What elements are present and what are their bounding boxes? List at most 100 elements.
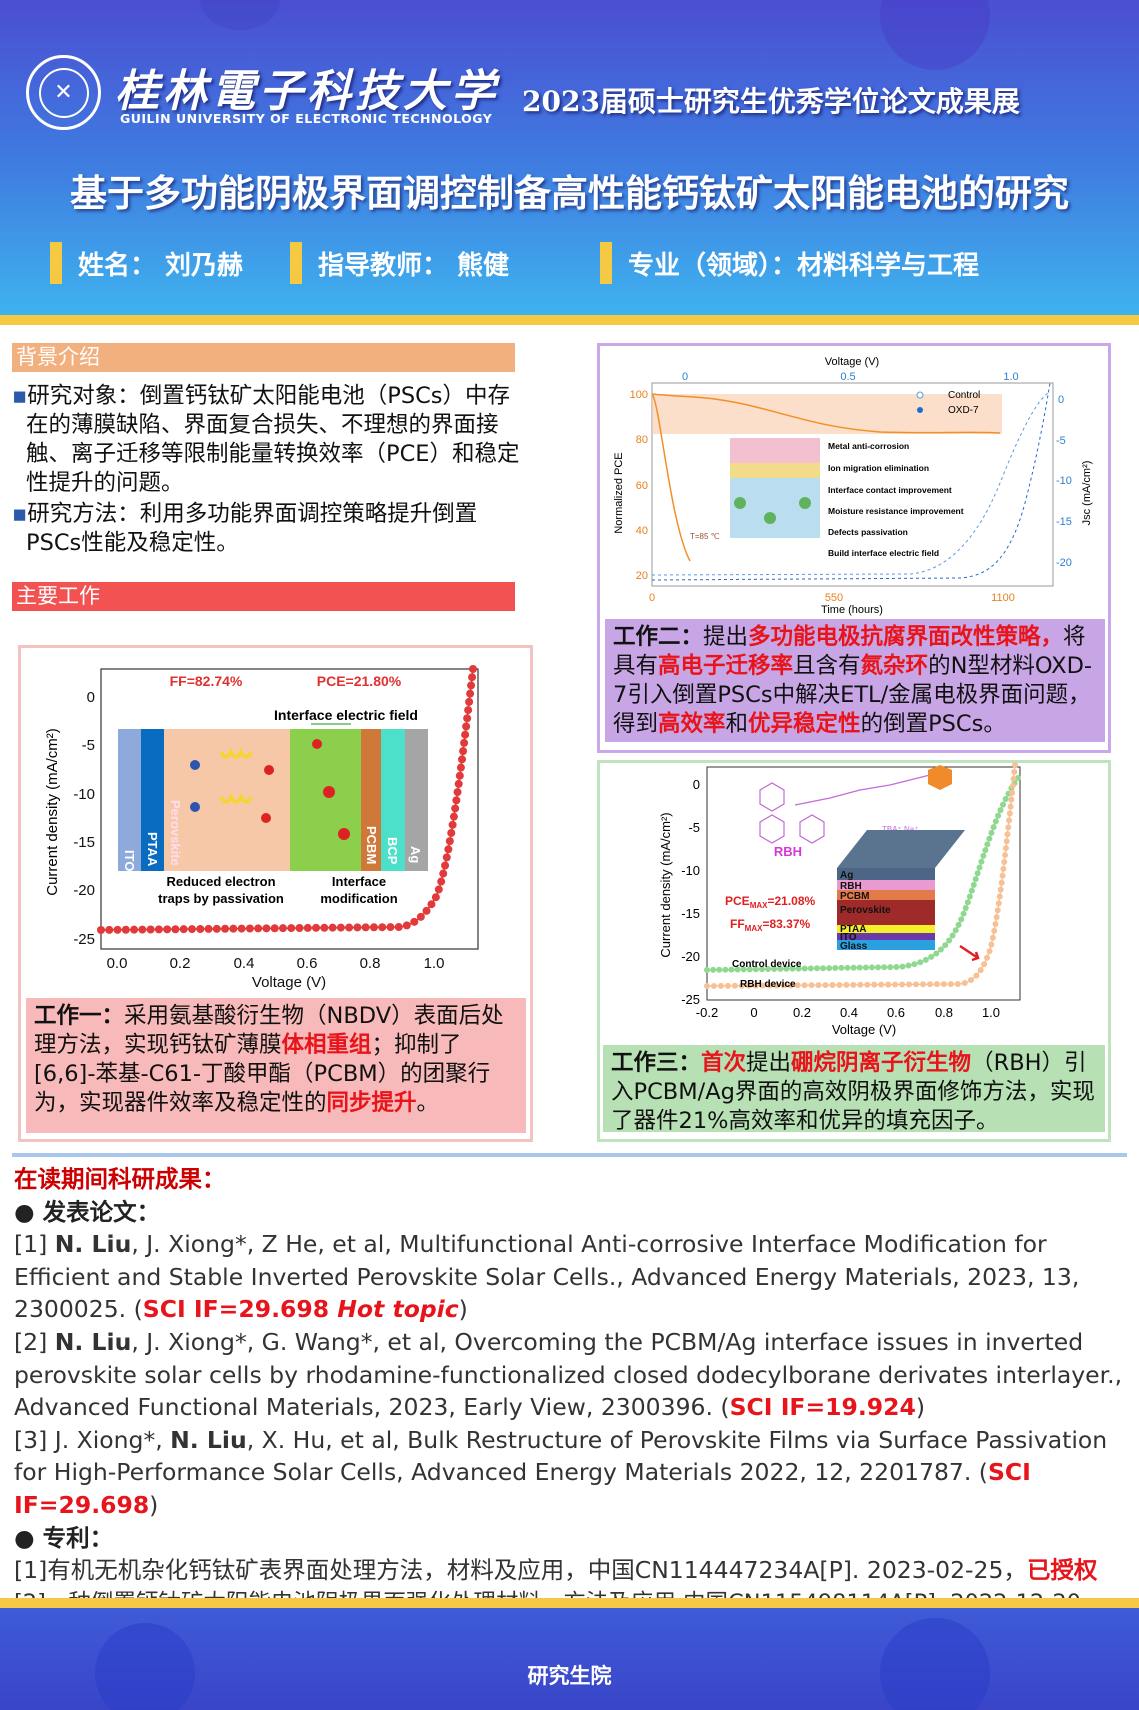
layer-label: PCBM [364, 826, 379, 864]
curve-marker [1015, 775, 1021, 781]
curve-marker [464, 706, 473, 715]
layer-label: Perovskite [168, 800, 183, 866]
curve-marker [960, 910, 967, 917]
curve-marker [984, 841, 991, 848]
curve-marker [850, 981, 857, 988]
curve-marker [780, 982, 787, 989]
curve-marker [940, 981, 947, 988]
curve-marker [287, 924, 296, 933]
y-tick: -15 [73, 834, 95, 851]
bottom-tick: 550 [825, 592, 843, 604]
control-label: Control device [732, 959, 802, 970]
curve-marker [270, 924, 279, 933]
curve-marker [973, 972, 980, 979]
curve-marker [105, 925, 114, 934]
curve-marker [838, 964, 845, 971]
curve-marker [986, 835, 993, 842]
curve-marker [204, 924, 213, 933]
layer-label: BCP [385, 837, 400, 865]
main-work-heading: 主要工作 [12, 582, 515, 611]
curve-marker [958, 916, 965, 923]
curve-marker [434, 885, 443, 894]
curve-marker [832, 965, 839, 972]
curve-marker [221, 924, 230, 933]
curve-marker [829, 982, 836, 989]
curve-marker [121, 925, 130, 934]
curve-marker [113, 925, 122, 934]
left-tick: 80 [636, 434, 648, 446]
top-tick: 0 [682, 371, 688, 383]
curve-marker [1001, 858, 1008, 865]
pce-label: PCE=21.80% [317, 673, 402, 689]
y-axis-label: Current density (mA/cm²) [658, 812, 673, 957]
curve-marker [466, 689, 475, 698]
molecule-illustration [730, 438, 820, 538]
curve-marker [999, 872, 1006, 879]
curve-marker [456, 763, 465, 772]
y-tick: 0 [87, 689, 95, 706]
borane-cluster [928, 765, 952, 790]
curve-marker [962, 904, 969, 911]
poster-footer: 研究生院 [0, 1608, 1139, 1710]
curve-marker [947, 981, 954, 988]
curve-marker [458, 755, 467, 764]
curve-marker [312, 923, 321, 932]
curve-marker [704, 983, 710, 989]
curve-marker [995, 900, 1002, 907]
curve-marker [320, 923, 329, 932]
curve-marker [402, 921, 411, 930]
curve-marker [992, 818, 999, 825]
x-tick: 0 [750, 1005, 757, 1020]
curve-marker [843, 981, 850, 988]
curve-marker [972, 876, 979, 883]
work2-panel: 0 0.5 1.0 Voltage (V) 100 80 60 40 20 No… [597, 343, 1111, 753]
curve-marker [437, 877, 446, 886]
right-tick: -5 [1056, 435, 1066, 447]
curve-marker [444, 845, 453, 854]
molecule-label: RBH [774, 844, 802, 859]
curve-marker [1006, 817, 1013, 824]
curve-marker [955, 921, 962, 928]
curve-marker [892, 981, 899, 988]
curve-marker [984, 954, 991, 961]
curve-marker [295, 924, 304, 933]
curve-marker [728, 966, 735, 973]
footer-text: 研究生院 [527, 1664, 612, 1688]
curve-marker [361, 923, 370, 932]
curve-marker [928, 953, 935, 960]
y-tick: -10 [73, 786, 95, 803]
curve-marker [994, 907, 1001, 914]
background-item: ▪研究对象：倒置钙钛矿太阳能电池（PSCs）中存在的薄膜缺陷、界面复合损失、不理… [12, 383, 520, 496]
curve-marker [378, 923, 387, 932]
curve-marker [922, 956, 929, 963]
curve-marker [801, 982, 808, 989]
curve-marker [820, 965, 827, 972]
achievements-heading: 在读期间科研成果： [14, 1165, 226, 1193]
curve-marker [704, 967, 710, 973]
top-axis-label: Voltage (V) [825, 356, 879, 368]
layer-label: RBH [840, 881, 862, 892]
work1-jv-figure: 0 -5 -10 -15 -20 -25 0.0 0.2 0.4 0.6 0.8… [44, 665, 479, 991]
curve-marker [988, 829, 995, 836]
curve-marker [1005, 824, 1012, 831]
curve-marker [905, 962, 912, 969]
curve-marker [1008, 796, 1015, 803]
curve-marker [394, 923, 403, 932]
curve-marker [795, 965, 802, 972]
curve-marker [807, 965, 814, 972]
curve-marker [369, 923, 378, 932]
curve-marker [740, 966, 747, 973]
curve-marker [926, 981, 933, 988]
x-tick: 0.2 [170, 955, 191, 972]
curve-marker [422, 906, 431, 915]
right-axis-label: Jsc (mA/cm²) [1081, 461, 1093, 526]
curve-marker [452, 796, 461, 805]
left-tick: 100 [630, 389, 648, 401]
curve-marker [468, 673, 477, 682]
right-tick: -10 [1056, 475, 1072, 487]
patents-heading: ● 专利： [14, 1523, 114, 1552]
curve-marker [278, 924, 287, 933]
layer-label: Glass [840, 941, 868, 952]
decor-circle [200, 0, 280, 30]
curve-marker [254, 924, 263, 933]
